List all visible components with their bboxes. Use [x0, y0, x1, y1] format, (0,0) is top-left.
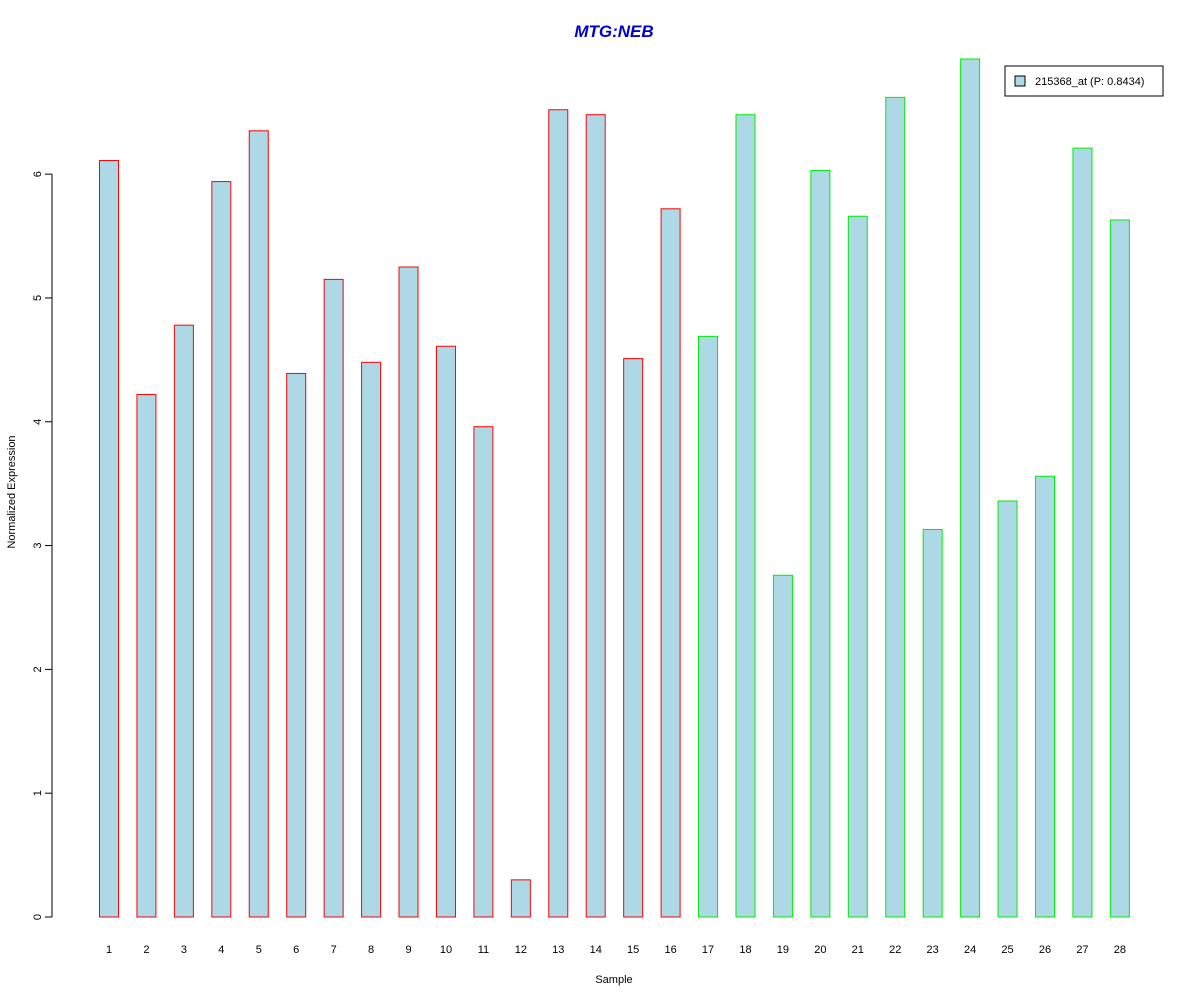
- x-axis-ticks: 1 2 3 4 5 6 7 8 9 10 11 12 13 14 15 16 17 18 19 20 21 22 23 24 2…: [106, 944, 1126, 956]
- x-tick-label: 12: [515, 944, 527, 956]
- x-tick-label: 28: [1114, 944, 1126, 956]
- x-tick-label: 24: [964, 944, 976, 956]
- x-tick-label: 2: [143, 944, 149, 956]
- x-tick-label: 11: [478, 944, 489, 956]
- bar-26: [1035, 475, 1055, 918]
- y-tick-label: 2: [32, 666, 44, 672]
- y-tick-label: 6: [32, 171, 44, 177]
- bars: [99, 58, 1130, 918]
- bar-17: [698, 335, 719, 918]
- bar-3: [173, 324, 194, 918]
- bar-27: [1072, 147, 1093, 918]
- bar-20: [810, 169, 831, 918]
- x-tick-label: 15: [627, 944, 639, 956]
- bar-24: [960, 58, 981, 918]
- x-tick-label: 18: [739, 944, 751, 956]
- bar-21: [847, 215, 868, 918]
- x-tick-label: 7: [331, 944, 337, 956]
- x-tick-label: 16: [664, 944, 676, 956]
- bar-15: [623, 358, 644, 918]
- bar-5: [248, 130, 269, 918]
- bar-7: [323, 278, 344, 918]
- x-tick-label: 26: [1039, 944, 1051, 956]
- y-tick-label: 5: [32, 295, 44, 301]
- x-tick-label: 19: [777, 944, 789, 956]
- x-tick-label: 17: [702, 944, 714, 956]
- x-tick-label: 3: [181, 944, 187, 956]
- x-tick-label: 20: [814, 944, 826, 956]
- bar-6: [286, 372, 307, 918]
- x-tick-label: 22: [889, 944, 901, 956]
- bar-18: [735, 114, 756, 918]
- x-tick-label: 5: [256, 944, 262, 956]
- x-tick-label: 6: [293, 944, 299, 956]
- bar-28: [1109, 219, 1130, 918]
- bar-11: [473, 426, 494, 918]
- x-tick-label: 14: [590, 944, 602, 956]
- y-tick-label: 1: [32, 790, 44, 796]
- x-tick-label: 25: [1001, 944, 1013, 956]
- bar-25: [997, 500, 1018, 918]
- bar-1: [99, 160, 119, 918]
- legend-swatch: [1014, 75, 1026, 87]
- legend: 215368_at (P: 0.8434): [1004, 65, 1164, 97]
- x-tick-label: 9: [405, 944, 411, 956]
- x-tick-label: 21: [852, 944, 864, 956]
- chart-title: MTG:NEB: [574, 22, 653, 41]
- x-tick-label: 1: [106, 944, 112, 956]
- x-tick-label: 4: [218, 944, 224, 956]
- x-tick-label: 10: [440, 944, 452, 956]
- bar-9: [398, 266, 419, 918]
- x-tick-label: 13: [552, 944, 564, 956]
- bar-4: [211, 181, 232, 918]
- bar-10: [435, 345, 456, 918]
- legend-box: [1004, 65, 1164, 97]
- y-axis-label: Normalized Expression: [6, 435, 18, 548]
- bar-13: [548, 109, 569, 918]
- bar-23: [922, 528, 943, 918]
- x-axis-label: Sample: [595, 974, 632, 986]
- bar-8: [361, 361, 382, 918]
- legend-label: 215368_at (P: 0.8434): [1035, 76, 1144, 88]
- x-tick-label: 8: [368, 944, 374, 956]
- x-tick-label: 23: [927, 944, 939, 956]
- bar-19: [772, 574, 793, 918]
- bar-2: [136, 394, 157, 918]
- bar-22: [885, 96, 906, 918]
- y-tick-label: 0: [32, 914, 44, 920]
- bar-14: [585, 114, 606, 918]
- bar-16: [660, 208, 681, 918]
- y-tick-label: 3: [32, 543, 44, 549]
- y-tick-label: 4: [32, 419, 44, 425]
- bar-12: [510, 879, 531, 918]
- y-axis: 0 1 2 3 4 5 6: [32, 171, 53, 920]
- x-tick-label: 27: [1076, 944, 1088, 956]
